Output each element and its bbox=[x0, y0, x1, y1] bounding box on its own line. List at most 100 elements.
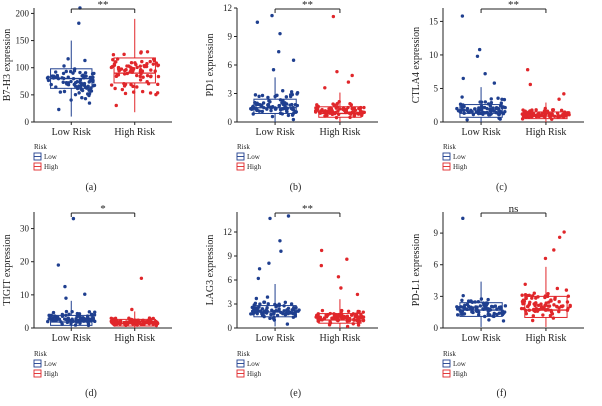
data-point bbox=[138, 78, 143, 82]
data-point bbox=[148, 320, 152, 325]
data-point bbox=[541, 313, 545, 317]
data-point bbox=[548, 313, 553, 318]
data-point bbox=[479, 108, 483, 112]
data-point bbox=[520, 117, 525, 121]
data-point bbox=[92, 83, 97, 88]
outlier-point bbox=[557, 235, 562, 240]
legend-entry-high: High bbox=[247, 163, 262, 171]
data-point bbox=[277, 103, 282, 108]
data-point bbox=[87, 101, 92, 105]
data-point bbox=[64, 317, 68, 322]
outlier-point bbox=[267, 261, 271, 265]
data-point bbox=[118, 67, 122, 71]
data-point bbox=[125, 71, 130, 76]
data-point bbox=[141, 75, 145, 79]
data-point bbox=[546, 291, 550, 296]
data-point bbox=[79, 83, 84, 87]
data-point bbox=[93, 319, 97, 324]
data-point bbox=[520, 112, 525, 116]
data-point bbox=[491, 108, 496, 113]
data-point bbox=[483, 314, 487, 319]
legend-entry-low: Low bbox=[44, 360, 58, 368]
data-point bbox=[503, 109, 507, 114]
significance-label: * bbox=[100, 203, 106, 215]
data-point bbox=[317, 110, 322, 114]
data-point bbox=[476, 111, 481, 116]
panel-label: (a) bbox=[85, 182, 96, 193]
data-point bbox=[524, 312, 529, 316]
data-point bbox=[497, 311, 502, 315]
data-point bbox=[336, 109, 340, 113]
data-point bbox=[318, 315, 323, 319]
data-point bbox=[135, 65, 139, 70]
data-point bbox=[74, 318, 79, 323]
data-point bbox=[487, 318, 491, 322]
data-point bbox=[501, 319, 506, 323]
data-point bbox=[352, 317, 356, 322]
data-point bbox=[156, 82, 160, 87]
data-point bbox=[132, 67, 136, 71]
outlier-point bbox=[477, 47, 482, 52]
y-tick-label: 0 bbox=[434, 323, 439, 333]
data-point bbox=[549, 298, 553, 302]
data-point bbox=[128, 320, 132, 324]
data-point bbox=[269, 108, 273, 113]
data-point bbox=[62, 89, 67, 94]
data-point bbox=[140, 89, 145, 94]
data-point bbox=[118, 319, 123, 323]
data-point bbox=[529, 114, 534, 118]
data-point bbox=[113, 316, 118, 320]
data-point bbox=[69, 79, 73, 84]
data-point bbox=[543, 111, 547, 115]
data-point bbox=[293, 312, 298, 316]
data-point bbox=[353, 314, 357, 319]
panel-4: 0 10 20 30 TIGIT expression Low Risk High Risk… bbox=[2, 203, 172, 399]
outlier-point bbox=[286, 214, 291, 218]
data-point bbox=[524, 296, 528, 301]
data-point bbox=[335, 105, 340, 109]
panel-label: (c) bbox=[496, 182, 507, 193]
outlier-point bbox=[319, 263, 324, 268]
data-point bbox=[65, 320, 70, 325]
data-point bbox=[531, 314, 536, 318]
y-tick-label: 30 bbox=[20, 224, 30, 234]
data-point bbox=[285, 322, 290, 326]
data-point bbox=[73, 92, 78, 97]
data-point bbox=[53, 314, 57, 318]
data-point bbox=[462, 111, 466, 115]
box-low bbox=[249, 13, 300, 122]
legend: Risk Low High bbox=[442, 143, 468, 171]
data-point bbox=[67, 312, 71, 317]
y-tick-label: 10 bbox=[20, 290, 30, 300]
data-point bbox=[80, 96, 84, 100]
data-point bbox=[345, 324, 350, 329]
data-point bbox=[69, 98, 73, 102]
data-point bbox=[78, 70, 82, 75]
data-point bbox=[550, 112, 554, 116]
box-high bbox=[109, 18, 161, 113]
y-tick-label: 20 bbox=[20, 257, 30, 267]
data-point bbox=[337, 99, 341, 104]
panel-6: 0 3 6 9 PD-L1 expression Low Risk High Risk ns R… bbox=[411, 203, 584, 399]
data-point bbox=[253, 301, 258, 306]
data-point bbox=[346, 309, 351, 313]
data-point bbox=[55, 75, 60, 79]
outlier-point bbox=[278, 31, 282, 36]
data-point bbox=[273, 94, 277, 99]
y-tick-label: 9 bbox=[434, 228, 439, 238]
y-tick-label: 9 bbox=[228, 251, 233, 261]
data-point bbox=[273, 107, 278, 111]
data-point bbox=[142, 64, 146, 68]
data-point bbox=[87, 88, 91, 93]
data-point bbox=[253, 100, 257, 105]
y-tick-label: 0 bbox=[228, 117, 233, 127]
data-point bbox=[82, 319, 86, 323]
y-tick-label: 150 bbox=[16, 36, 30, 46]
data-point bbox=[144, 319, 148, 324]
data-point bbox=[134, 321, 138, 325]
data-point bbox=[476, 299, 481, 304]
data-point bbox=[503, 105, 507, 110]
data-point bbox=[146, 82, 151, 86]
data-point bbox=[57, 107, 61, 112]
data-point bbox=[139, 51, 143, 55]
